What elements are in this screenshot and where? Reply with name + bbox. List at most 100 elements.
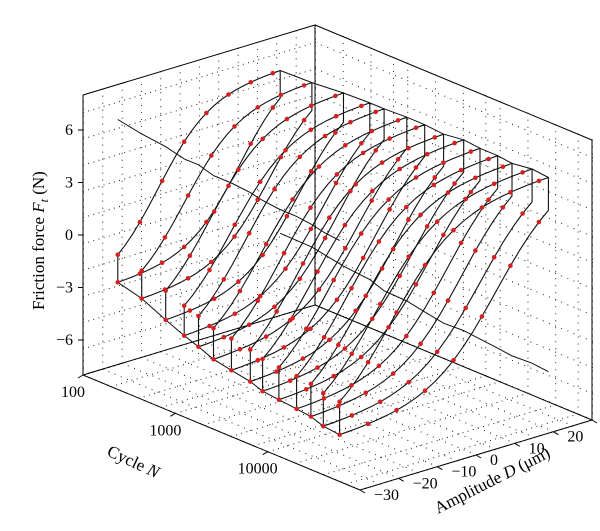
wall-grid-line bbox=[342, 35, 344, 318]
cycle-tick-mark bbox=[262, 451, 268, 456]
data-point bbox=[373, 109, 379, 115]
data-point bbox=[284, 116, 290, 122]
data-point bbox=[283, 266, 288, 272]
loop-envelope-line bbox=[117, 119, 340, 241]
data-point bbox=[308, 226, 314, 232]
amp-tick-label: −30 bbox=[374, 487, 399, 504]
data-point bbox=[187, 308, 193, 313]
data-point bbox=[349, 285, 354, 291]
data-point bbox=[358, 354, 364, 360]
hysteresis-loops bbox=[117, 69, 549, 436]
data-point bbox=[308, 127, 314, 133]
data-point bbox=[316, 164, 322, 169]
data-point bbox=[424, 151, 430, 157]
data-point bbox=[207, 323, 212, 329]
data-point bbox=[226, 183, 231, 189]
data-point bbox=[300, 356, 306, 361]
data-point bbox=[304, 326, 309, 332]
data-point bbox=[473, 175, 478, 181]
data-point bbox=[369, 128, 375, 134]
data-point bbox=[204, 110, 209, 116]
data-point bbox=[441, 232, 446, 238]
data-point bbox=[181, 303, 187, 309]
data-point bbox=[445, 298, 451, 303]
data-point bbox=[115, 280, 121, 285]
data-point bbox=[315, 365, 320, 370]
data-point bbox=[308, 381, 314, 387]
amp-tick-mark bbox=[514, 442, 520, 447]
data-point bbox=[137, 219, 143, 225]
data-point bbox=[321, 391, 326, 396]
data-point bbox=[422, 388, 428, 394]
hysteresis-loop bbox=[141, 82, 313, 300]
data-point bbox=[270, 70, 276, 76]
data-point bbox=[278, 92, 284, 98]
data-point bbox=[207, 267, 212, 273]
hysteresis-loop bbox=[183, 102, 371, 337]
wall-grid-line bbox=[527, 112, 529, 394]
data-point bbox=[255, 197, 260, 202]
data-point bbox=[445, 190, 451, 195]
data-point bbox=[333, 113, 339, 119]
floor-grid-line bbox=[203, 354, 436, 426]
data-point bbox=[413, 282, 419, 287]
data-point bbox=[394, 310, 399, 315]
z-tick-label: 6 bbox=[65, 122, 73, 139]
data-point bbox=[196, 313, 201, 319]
z-tick-label: 3 bbox=[65, 175, 73, 192]
hysteresis-loop bbox=[322, 168, 533, 427]
data-point bbox=[185, 276, 191, 281]
data-point bbox=[394, 408, 399, 413]
data-point bbox=[232, 311, 238, 317]
data-point bbox=[316, 287, 322, 292]
data-point bbox=[333, 93, 338, 99]
data-point bbox=[359, 103, 364, 109]
data-point bbox=[163, 317, 168, 323]
data-point bbox=[255, 298, 261, 304]
data-point bbox=[520, 170, 525, 175]
data-point bbox=[159, 260, 165, 266]
floor-grid-line bbox=[179, 345, 458, 462]
loop-envelope-line bbox=[117, 281, 340, 436]
data-point bbox=[272, 304, 277, 310]
data-point bbox=[276, 397, 282, 403]
z-tick-label: −3 bbox=[56, 280, 73, 297]
data-point bbox=[434, 219, 440, 224]
data-point bbox=[260, 252, 266, 258]
wall-grid-line bbox=[555, 124, 557, 406]
wall-grid-line bbox=[83, 68, 316, 140]
data-point bbox=[520, 211, 525, 216]
wall-grid-line bbox=[315, 278, 593, 395]
floor-grid-line bbox=[110, 315, 344, 388]
z-axis-label: Friction force Ft (N) bbox=[29, 171, 51, 310]
wall-grid-line bbox=[499, 101, 501, 383]
data-point bbox=[308, 414, 314, 419]
data-point bbox=[360, 255, 366, 261]
data-point bbox=[468, 149, 474, 154]
data-point bbox=[274, 369, 279, 374]
data-point bbox=[452, 181, 457, 186]
data-point bbox=[232, 124, 237, 129]
wall-grid-line bbox=[485, 95, 487, 377]
wall-grid-line bbox=[102, 88, 104, 370]
amp-tick-label: 0 bbox=[490, 452, 498, 469]
data-point bbox=[360, 150, 366, 156]
wall-grid-line bbox=[577, 133, 579, 415]
data-point bbox=[248, 141, 253, 147]
data-point bbox=[349, 413, 355, 418]
data-point bbox=[211, 209, 217, 214]
hysteresis-loop bbox=[249, 133, 445, 383]
data-point bbox=[139, 268, 144, 273]
data-point bbox=[308, 326, 313, 332]
amp-tick-mark bbox=[437, 466, 443, 471]
data-point bbox=[263, 334, 269, 339]
data-point bbox=[181, 244, 187, 250]
data-point bbox=[365, 360, 371, 365]
data-point bbox=[463, 196, 469, 202]
z-tick-label: −6 bbox=[56, 332, 73, 349]
data-point bbox=[451, 227, 456, 233]
wall-grid-line bbox=[435, 74, 436, 356]
wall-grid-line bbox=[121, 82, 123, 364]
data-point bbox=[473, 248, 478, 253]
amp-tick-mark bbox=[475, 454, 482, 459]
